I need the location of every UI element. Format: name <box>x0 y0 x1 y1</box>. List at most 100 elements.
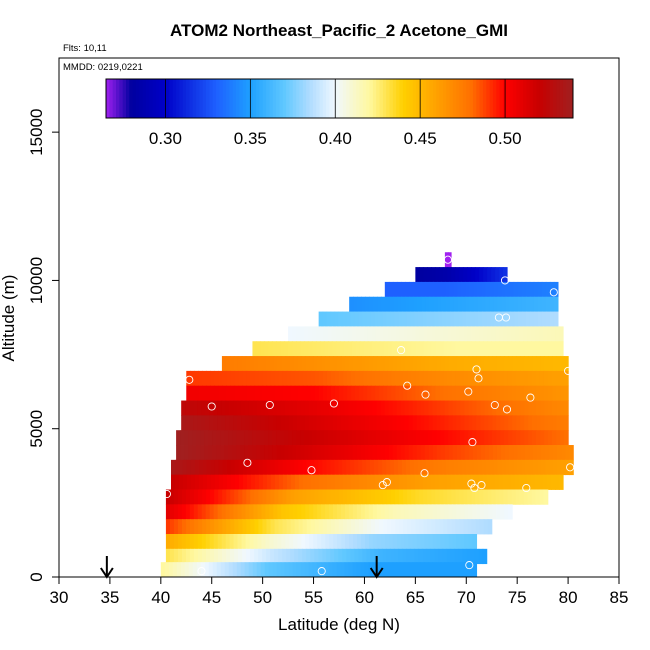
heatmap-cell <box>415 519 420 535</box>
heatmap-cell <box>232 445 237 461</box>
heatmap-cell <box>379 326 385 342</box>
colorbar-cell <box>446 79 451 118</box>
heatmap-cell <box>491 474 496 490</box>
heatmap-cell <box>229 356 235 372</box>
heatmap-cell <box>355 385 360 401</box>
heatmap-cell <box>443 385 449 401</box>
heatmap-cell <box>322 311 328 327</box>
heatmap-cell <box>241 400 246 416</box>
colorbar-cell <box>312 79 317 118</box>
heatmap-cell <box>240 445 245 461</box>
heatmap-cell <box>535 341 540 357</box>
heatmap-cell <box>288 415 294 431</box>
colorbar-cell <box>439 79 444 118</box>
heatmap-cell <box>512 400 517 416</box>
colorbar-cell <box>482 79 487 118</box>
heatmap-cell <box>363 326 369 342</box>
heatmap-cell <box>477 281 483 298</box>
heatmap-cell <box>348 562 354 578</box>
heatmap-cell <box>301 356 307 372</box>
heatmap-cell <box>463 474 468 490</box>
heatmap-cell <box>532 415 537 431</box>
heatmap-cell <box>366 311 372 327</box>
heatmap-cell <box>521 296 527 312</box>
heatmap-cell <box>325 356 330 372</box>
heatmap-cell <box>269 504 274 520</box>
heatmap-cell <box>321 504 326 520</box>
heatmap-cell <box>273 534 278 550</box>
colorbar-cell <box>346 79 351 118</box>
heatmap-cell <box>218 548 223 565</box>
heatmap-cell <box>327 326 333 342</box>
heatmap-cell <box>218 385 224 401</box>
heatmap-cell <box>249 504 255 520</box>
heatmap-cell <box>403 326 409 342</box>
heatmap-cell <box>479 267 484 283</box>
heatmap-cell <box>476 445 482 461</box>
heatmap-cell <box>549 311 555 327</box>
heatmap-cell <box>464 400 469 416</box>
heatmap-cell <box>444 356 450 372</box>
heatmap-cell <box>460 356 466 372</box>
heatmap-cell <box>447 267 452 283</box>
colorbar-cell <box>426 79 431 118</box>
heatmap-cell <box>408 430 413 446</box>
heatmap-band <box>160 562 478 578</box>
heatmap-cell <box>504 415 509 431</box>
heatmap-cell <box>308 415 314 431</box>
heatmap-cell <box>481 296 487 312</box>
heatmap-cell <box>464 534 470 550</box>
heatmap-cell <box>191 474 196 490</box>
heatmap-cell <box>532 356 537 372</box>
heatmap-cell <box>496 504 501 520</box>
colorbar-cell <box>546 79 551 118</box>
heatmap-cell <box>378 489 384 505</box>
heatmap-cell <box>380 430 385 446</box>
heatmap-cell <box>529 445 534 461</box>
heatmap-cell <box>455 326 461 342</box>
sample-points <box>162 255 575 576</box>
heatmap-cell <box>426 311 431 327</box>
heatmap-cell <box>424 534 430 550</box>
heatmap-cell <box>471 326 476 342</box>
heatmap-cell <box>409 296 414 312</box>
heatmap-cell <box>436 356 442 372</box>
heatmap-cell <box>319 326 325 342</box>
heatmap-cell <box>501 296 507 312</box>
heatmap-cell <box>396 445 402 461</box>
heatmap-cell <box>407 474 412 490</box>
heatmap-cell <box>171 474 176 490</box>
heatmap-cell <box>322 519 328 535</box>
heatmap-cell <box>353 356 358 372</box>
heatmap-cell <box>258 459 264 476</box>
colorbar-cell <box>239 79 244 118</box>
heatmap-cell <box>348 341 353 357</box>
heatmap-cell <box>392 281 398 298</box>
heatmap-cell <box>223 474 228 490</box>
heatmap-cell <box>264 445 269 461</box>
heatmap-cell <box>231 474 236 490</box>
heatmap-cell <box>503 489 509 505</box>
heatmap-cell <box>502 311 507 327</box>
heatmap-cell <box>392 562 398 578</box>
colorbar-cell <box>356 79 361 118</box>
flight-arrow <box>100 556 114 579</box>
heatmap-cell <box>296 430 301 446</box>
y-tick-label: 5000 <box>27 410 46 448</box>
heatmap-cell <box>419 519 424 535</box>
heatmap-cell <box>395 489 400 505</box>
heatmap-cell <box>210 385 216 401</box>
heatmap-cell <box>278 370 284 387</box>
heatmap-cell <box>544 415 549 431</box>
heatmap-cell <box>324 341 329 357</box>
heatmap-cell <box>495 370 501 387</box>
heatmap-cell <box>254 489 259 505</box>
heatmap-cell <box>212 430 217 446</box>
heatmap-cell <box>555 341 560 357</box>
heatmap-cell <box>472 445 478 461</box>
heatmap-cell <box>214 548 219 565</box>
colorbar-cell <box>399 79 404 118</box>
heatmap-cell <box>385 356 390 372</box>
heatmap-cell <box>536 430 541 446</box>
heatmap-cell <box>519 341 524 357</box>
